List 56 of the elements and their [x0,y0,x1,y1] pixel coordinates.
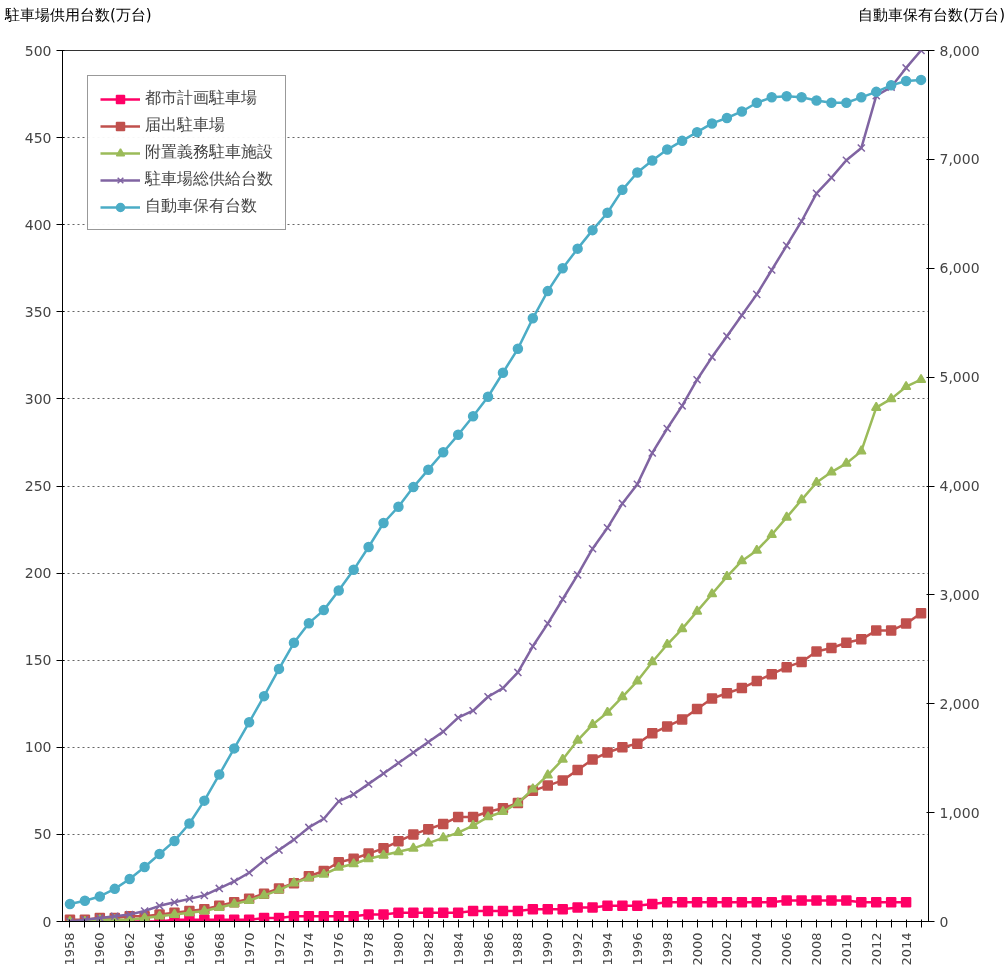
x-tick-label: 1978 [361,932,377,966]
y2-tick-label: 3,000 [939,586,980,603]
legend-label: 都市計画駐車場 [145,88,257,109]
y-tick-label: 500 [24,42,52,59]
y2-tick-label: 2,000 [939,695,980,712]
x-tick-label: 1982 [420,932,436,966]
x-tick-label: 1976 [331,932,347,966]
y2-tick-label: 0 [939,913,949,930]
legend-label: 自動車保有台数 [145,196,257,217]
x-tick-label: 1974 [301,932,317,966]
legend-label: 附置義務駐車施設 [145,142,273,163]
x-tick-label: 1992 [570,932,586,966]
x-tick-label: 2004 [749,932,765,966]
legend-label: 届出駐車場 [145,115,225,136]
x-tick-label: 1994 [599,932,615,966]
x-tick-label: 2008 [809,932,825,966]
y-tick-label: 400 [24,216,52,233]
y-tick-label: 450 [24,129,52,146]
y-tick-label: 150 [24,652,52,669]
x-tick-label: 2010 [838,932,854,966]
x-tick-label: 1984 [450,932,466,966]
y2-tick-label: 4,000 [939,478,980,494]
y-tick-label: 350 [24,303,52,320]
x-tick-label: 1962 [122,932,138,966]
x-tick-label: 1966 [181,932,197,966]
x-tick-label: 1970 [241,932,257,966]
x-tick-label: 1996 [629,932,645,966]
y2-tick-label: 1,000 [939,804,980,821]
x-tick-label: 1964 [152,932,168,966]
x-tick-label: 1972 [271,932,287,966]
y2-tick-label: 8,000 [939,42,980,59]
y2-tick-label: 6,000 [939,260,980,277]
x-tick-label: 2002 [719,932,735,966]
x-tick-label: 2006 [779,932,795,966]
y-tick-label: 250 [24,478,52,494]
y-tick-label: 300 [24,390,52,407]
x-tick-label: 1988 [510,932,526,966]
x-tick-label: 1986 [480,932,496,966]
x-tick-label: 1998 [659,932,675,966]
y-tick-label: 200 [24,565,52,582]
x-tick-label: 1990 [540,932,556,966]
y-axis-title: 駐車場供用台数(万台) [5,5,152,26]
x-tick-label: 2014 [898,932,914,966]
y2-tick-label: 7,000 [939,151,980,168]
x-tick-label: 2012 [868,932,884,966]
x-tick-label: 1958 [62,932,78,966]
y2-tick-label: 5,000 [939,369,980,386]
y-tick-label: 0 [42,913,52,930]
x-tick-label: 1960 [92,932,108,966]
y-tick-label: 50 [33,826,52,843]
x-tick-label: 1968 [211,932,227,966]
y2-axis-title: 自動車保有台数(万台) [858,5,1005,26]
legend-label: 駐車場総供給台数 [145,169,273,190]
y-tick-label: 100 [24,739,52,756]
x-tick-label: 2000 [689,932,705,966]
x-tick-label: 1980 [390,932,406,966]
